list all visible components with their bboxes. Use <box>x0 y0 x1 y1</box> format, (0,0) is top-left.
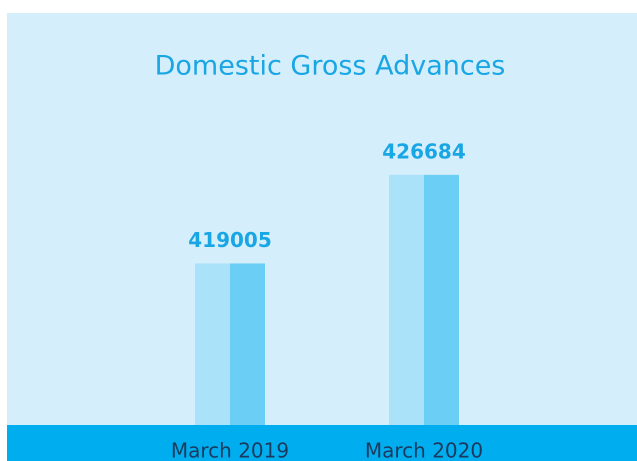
x-tick-label: March 2019 <box>171 439 289 461</box>
bar-shade <box>424 174 459 425</box>
bar <box>195 263 230 425</box>
category-band <box>7 425 637 461</box>
panel <box>7 13 637 461</box>
value-label: 419005 <box>188 228 272 252</box>
bar <box>389 174 424 425</box>
bar-shade <box>230 263 265 425</box>
x-tick-label: March 2020 <box>365 439 483 461</box>
chart-title: Domestic Gross Advances <box>155 51 506 82</box>
value-label: 426684 <box>382 139 466 163</box>
